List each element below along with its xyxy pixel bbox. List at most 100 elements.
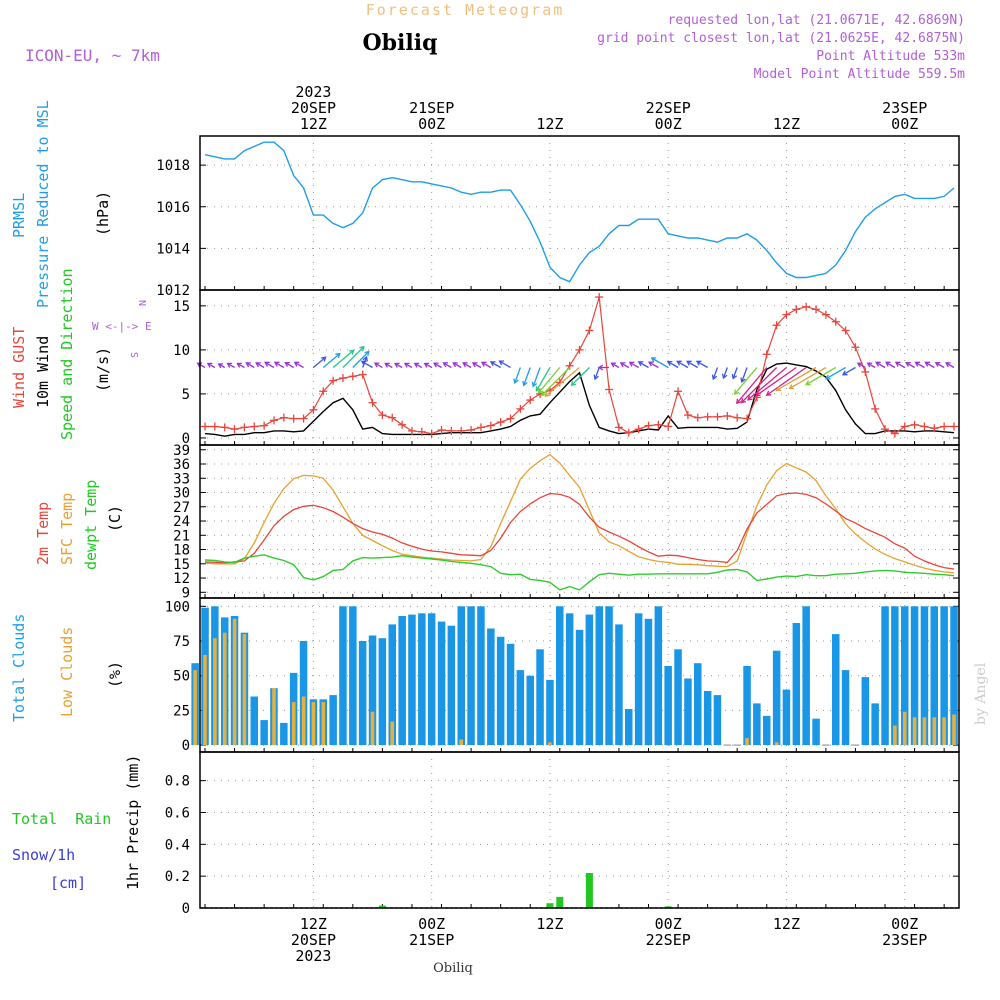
pressure-ytick-label: 1012 — [156, 283, 190, 299]
wind-gust-marker — [605, 385, 614, 394]
wind-gust-marker — [861, 367, 870, 376]
total-cloud-bar — [713, 695, 722, 745]
wind-gust-marker — [486, 421, 495, 430]
wind-arrow-shaft — [734, 367, 758, 395]
wind-arrow-shaft — [638, 361, 649, 369]
time-label: 12Z — [536, 915, 563, 933]
wind-arrow — [597, 364, 610, 371]
wind-gust-marker — [821, 310, 830, 319]
wind-arrow-head — [866, 362, 873, 368]
total-cloud-bar — [418, 613, 426, 746]
time-label: 12Z — [536, 115, 563, 133]
wind-arrow — [856, 362, 866, 369]
wind-arrow — [498, 360, 511, 369]
wind-dir-label: Speed and Direction — [58, 268, 76, 440]
time-label-line: 2023 — [295, 947, 331, 965]
total-cloud-bar — [634, 613, 643, 746]
time-label-line: 20SEP — [291, 99, 336, 117]
wind-arrow-head — [364, 350, 370, 357]
wind-gust-marker — [467, 426, 476, 435]
wind-arrow-shaft — [925, 361, 935, 369]
wind-arrow — [866, 362, 876, 369]
time-label-line: 23SEP — [882, 99, 927, 117]
wind-arrow-head — [413, 362, 420, 368]
time-label: 12Z — [773, 115, 800, 133]
total-cloud-bar — [565, 613, 574, 746]
wind-arrow-shaft — [532, 367, 541, 387]
wind-gust-marker — [910, 420, 919, 429]
wind-arrow-shaft — [394, 362, 403, 369]
wind-arrow — [413, 362, 423, 369]
model-altitude: Model Point Altitude 559.5m — [754, 67, 965, 82]
wind-gust-marker — [585, 326, 594, 335]
wind-arrow-head — [686, 360, 692, 366]
wind-arrow-shaft — [361, 360, 373, 369]
total-cloud-bar — [644, 618, 653, 746]
wind-arrow-head — [452, 362, 458, 368]
wind-gust-marker — [841, 326, 850, 335]
sfc-temp-line — [204, 453, 955, 574]
total-cloud-bar — [684, 678, 692, 746]
wind-arrow-shaft — [620, 362, 630, 369]
wind-arrow-shaft — [842, 366, 856, 376]
wind-arrow-shaft — [322, 353, 341, 368]
clouds-ytick-label: 25 — [173, 703, 190, 719]
precip-ytick-label: 0.6 — [165, 805, 190, 821]
wind-arrow-shaft — [538, 367, 561, 394]
time-label: 12Z — [773, 915, 800, 933]
precip-panel: 0 0.2 0.4 0.6 0.8 — [165, 752, 959, 917]
wind-arrow-head — [335, 352, 341, 359]
total-cloud-bar — [378, 638, 387, 745]
low-cloud-bar — [203, 654, 207, 746]
total-cloud-bar — [556, 606, 564, 745]
dewpt-label: dewpt Temp — [82, 480, 100, 570]
wind-arrow — [733, 367, 758, 395]
wind-gust-marker — [407, 426, 416, 435]
wind-arrow-shaft — [535, 367, 551, 392]
wind-arrow — [885, 361, 896, 369]
total-cloud-bar — [358, 641, 367, 746]
wind-arrow-shaft — [433, 362, 442, 369]
wind-gust-marker — [634, 425, 643, 434]
low-cloud-bar — [390, 721, 394, 746]
wind-arrow-head — [934, 361, 941, 367]
wind-arrow — [284, 361, 295, 369]
total-clouds-label: Total Clouds — [10, 614, 28, 722]
wind-arrow-shaft — [499, 360, 511, 369]
dewpt-line — [204, 554, 955, 591]
wind-arrow-shaft — [629, 361, 639, 369]
precip-unit: 1hr Precip (mm) — [124, 755, 142, 890]
wind-arrow-head — [905, 361, 911, 367]
wind-arrow — [747, 367, 787, 401]
total-cloud-bar — [615, 624, 623, 746]
wind-arrow — [945, 362, 955, 369]
wind-arrow-shaft — [776, 366, 817, 391]
time-label-line: 00Z — [891, 915, 918, 933]
temp-ytick-label: 18 — [173, 543, 190, 559]
wind-gust-marker — [802, 302, 811, 311]
clouds-ytick-label: 0 — [182, 738, 190, 754]
wind-arrow-head — [619, 362, 626, 368]
wind-arrow-shaft — [490, 361, 501, 369]
wind-arrow-head — [273, 361, 280, 367]
wind-arrow-shaft — [722, 367, 728, 379]
wind-arrow-head — [610, 362, 617, 368]
wind-arrow-shaft — [696, 360, 708, 369]
wind-arrow-shaft — [352, 351, 370, 368]
low-cloud-bar — [301, 696, 306, 746]
wind-arrow — [765, 366, 807, 396]
total-cloud-bar — [585, 614, 594, 745]
precip-ytick-label: 0.8 — [165, 774, 190, 790]
wind-arrow-head — [924, 361, 931, 367]
wind-arrow — [312, 356, 327, 368]
total-cloud-bar — [437, 621, 446, 746]
wind-arrow — [322, 352, 341, 368]
sfc-temp-label: SFC Temp — [58, 493, 76, 565]
wind-arrow-shaft — [227, 362, 235, 369]
total-cloud-bar — [339, 606, 347, 745]
wind-gust-marker — [417, 427, 426, 436]
wind-gust-marker — [348, 372, 357, 381]
low-cloud-bar — [232, 618, 237, 746]
